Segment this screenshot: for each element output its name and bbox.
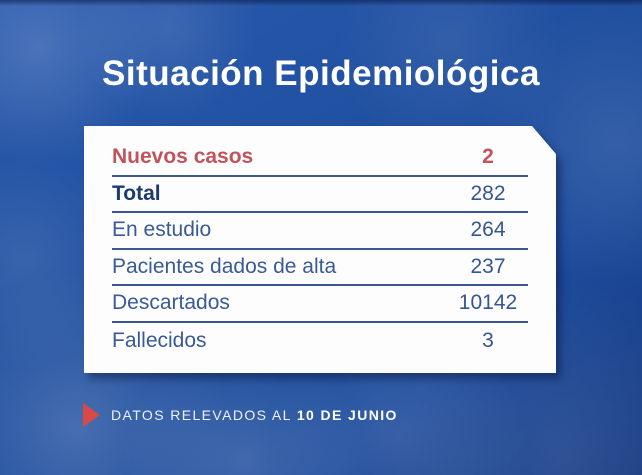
table-row-pacientes-alta: Pacientes dados de alta 237 (112, 250, 528, 286)
table-row-nuevos-casos: Nuevos casos 2 (112, 140, 528, 177)
play-triangle-icon (83, 403, 100, 427)
footer-date: 10 DE JUNIO (296, 407, 398, 423)
row-label: Total (112, 181, 161, 205)
footer-prefix: DATOS RELEVADOS AL (111, 407, 292, 423)
table-row-en-estudio: En estudio 264 (112, 213, 528, 250)
row-label: Pacientes dados de alta (112, 254, 337, 278)
row-value: 237 (470, 254, 506, 278)
row-label: En estudio (112, 218, 212, 242)
row-value: 2 (482, 145, 494, 169)
footer-note: DATOS RELEVADOS AL 10 DE JUNIO (83, 403, 398, 427)
row-value: 10142 (458, 291, 518, 315)
row-value: 264 (470, 218, 506, 242)
table-row-total: Total 282 (112, 177, 528, 213)
footer-text: DATOS RELEVADOS AL 10 DE JUNIO (111, 407, 398, 423)
row-label: Nuevos casos (112, 145, 254, 169)
stats-card-wrapper: Nuevos casos 2 Total 282 En estudio 264 … (84, 126, 556, 373)
stats-card: Nuevos casos 2 Total 282 En estudio 264 … (84, 126, 556, 373)
row-label: Fallecidos (112, 328, 207, 352)
table-row-fallecidos: Fallecidos 3 (112, 323, 528, 360)
row-value: 3 (482, 328, 494, 352)
row-value: 282 (470, 181, 506, 205)
table-row-descartados: Descartados 10142 (112, 286, 528, 323)
page-title: Situación Epidemiológica (102, 54, 540, 93)
row-label: Descartados (112, 291, 230, 315)
